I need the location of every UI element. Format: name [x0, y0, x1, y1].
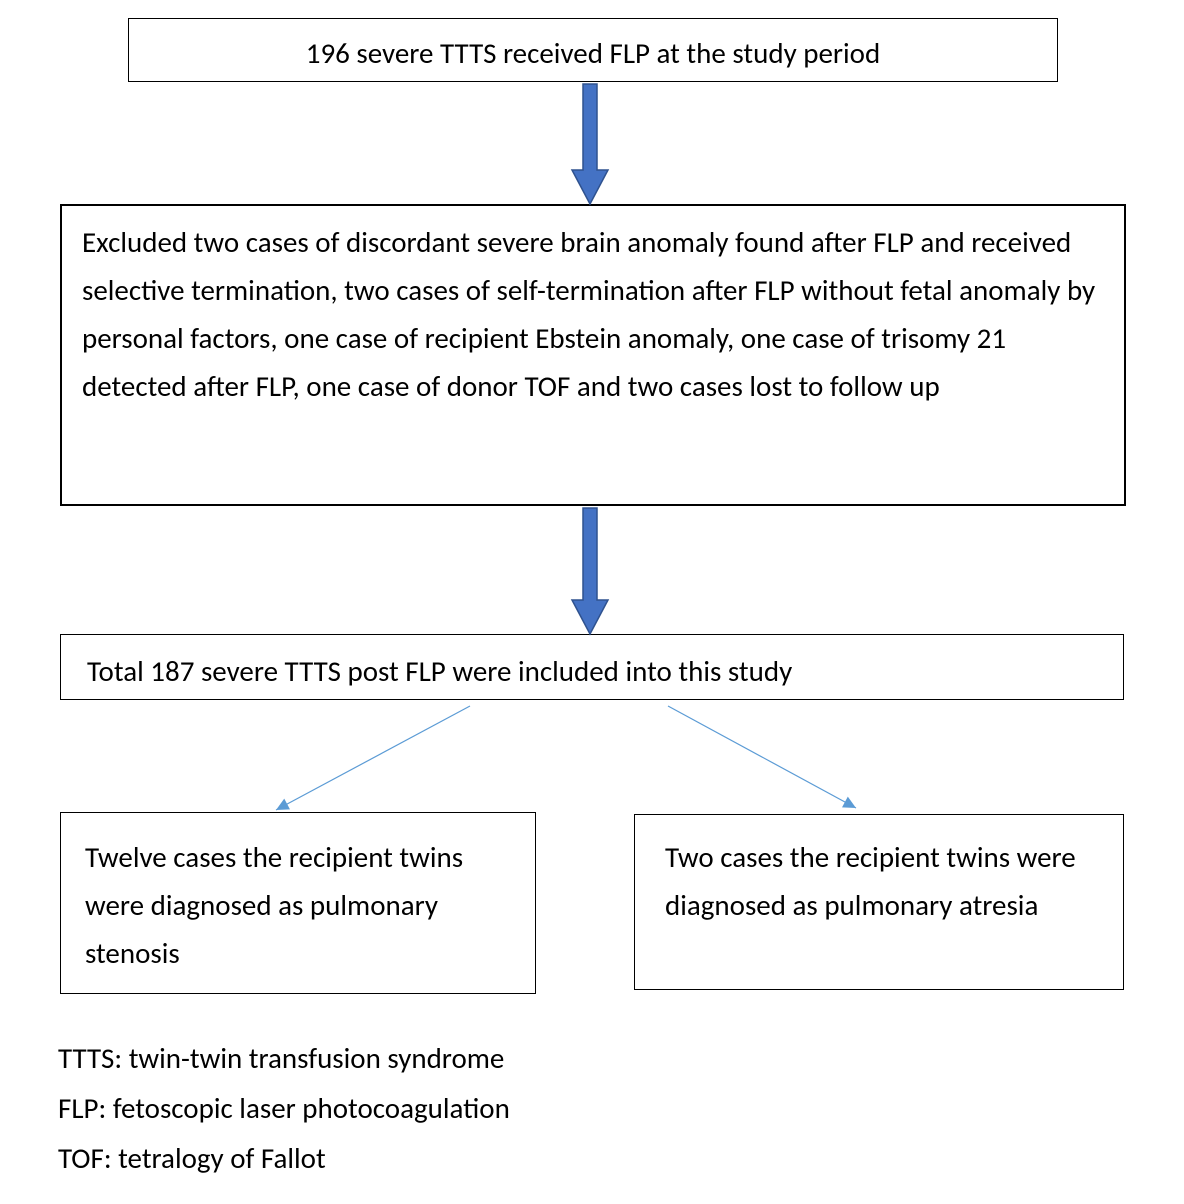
arrow-n3-n4 — [256, 686, 490, 830]
box-outcome-atresia-text: Two cases the recipient twins were diagn… — [665, 839, 1076, 923]
arrow-n3-n4-line — [276, 706, 470, 810]
legend-ttts: TTTS: twin-twin transfusion syndrome — [58, 1040, 504, 1076]
legend-flp: FLP: fetoscopic laser photocoagulation — [58, 1090, 510, 1126]
arrow-n3-n4-head — [276, 799, 290, 810]
box-initial-cohort: 196 severe TTTS received FLP at the stud… — [128, 18, 1058, 82]
flowchart-canvas: 196 severe TTTS received FLP at the stud… — [0, 0, 1184, 1204]
box-exclusions-text: Excluded two cases of discordant severe … — [82, 224, 1095, 404]
arrow-n3-n5-line — [668, 706, 856, 808]
box-included-cohort-text: Total 187 severe TTTS post FLP were incl… — [87, 653, 792, 689]
arrow-n1-n2 — [570, 84, 610, 204]
box-outcome-stenosis-text: Twelve cases the recipient twins were di… — [85, 839, 463, 971]
arrow-n3-n5-head — [842, 797, 856, 808]
box-exclusions: Excluded two cases of discordant severe … — [60, 204, 1126, 506]
box-outcome-stenosis: Twelve cases the recipient twins were di… — [60, 812, 536, 994]
box-outcome-atresia: Two cases the recipient twins were diagn… — [634, 814, 1124, 990]
arrow-n1-n2-shape — [572, 84, 608, 204]
arrow-n2-n3 — [570, 508, 610, 634]
legend-tof: TOF: tetralogy of Fallot — [58, 1140, 326, 1176]
arrow-n3-n5 — [648, 686, 876, 828]
box-initial-cohort-text: 196 severe TTTS received FLP at the stud… — [306, 35, 880, 71]
box-included-cohort: Total 187 severe TTTS post FLP were incl… — [60, 634, 1124, 700]
arrow-n2-n3-shape — [572, 508, 608, 634]
